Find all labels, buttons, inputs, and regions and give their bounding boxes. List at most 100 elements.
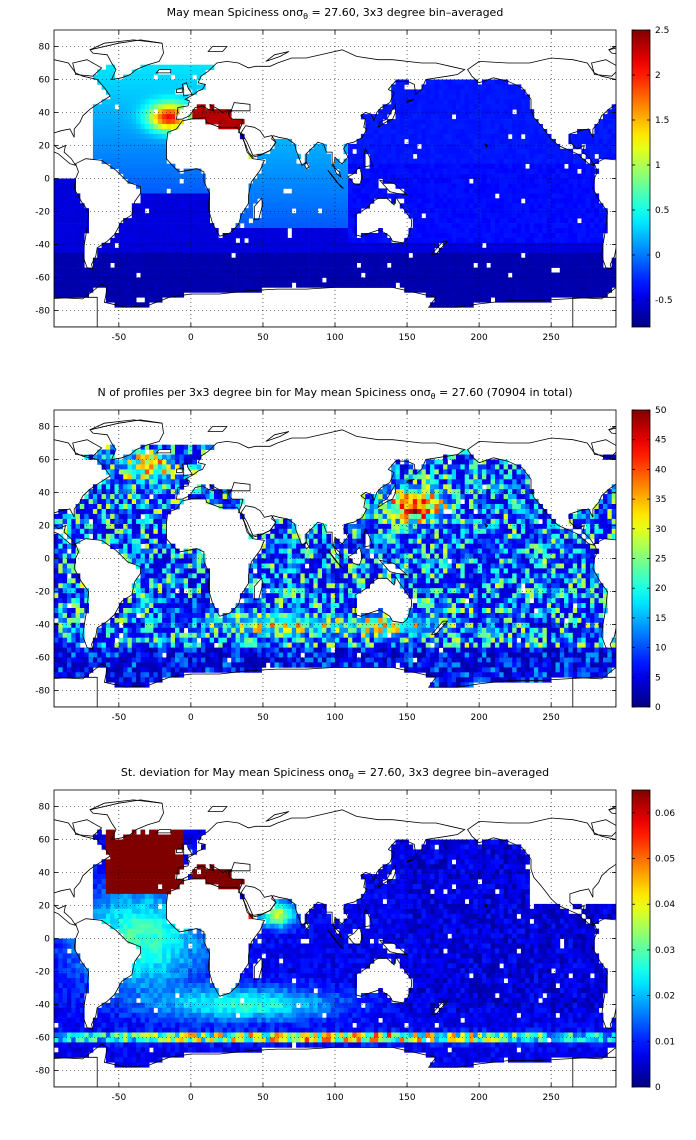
bin-cell xyxy=(564,228,569,234)
bin-cell xyxy=(166,292,172,298)
bin-cell xyxy=(127,114,133,120)
bin-cell xyxy=(192,287,197,293)
bin-cell xyxy=(607,267,613,273)
bin-cell xyxy=(252,267,258,273)
bin-cell xyxy=(127,454,133,460)
bin-cell xyxy=(62,247,68,254)
bin-cell xyxy=(525,228,530,234)
bin-cell xyxy=(421,252,427,259)
bin-cell xyxy=(226,504,232,510)
bin-cell xyxy=(131,233,137,239)
bin-cell xyxy=(157,138,163,145)
bin-cell xyxy=(183,233,189,239)
bin-cell xyxy=(149,198,154,204)
bin-cell xyxy=(495,474,500,480)
bin-cell xyxy=(58,292,63,298)
bin-cell xyxy=(464,282,470,288)
bin-cell xyxy=(482,203,487,209)
bin-cell xyxy=(520,262,526,268)
bin-cell xyxy=(486,203,491,209)
bin-cell xyxy=(58,237,63,244)
bin-cell xyxy=(538,158,543,164)
bin-cell xyxy=(166,267,172,273)
bin-cell xyxy=(335,218,340,224)
bin-cell xyxy=(425,233,431,239)
bin-cell xyxy=(175,233,180,239)
bin-cell xyxy=(572,138,578,145)
bin-cell xyxy=(516,233,522,239)
bin-cell xyxy=(477,237,483,244)
bin-cell xyxy=(348,277,353,283)
bin-cell xyxy=(62,277,68,283)
bin-cell xyxy=(365,277,370,283)
bin-cell xyxy=(149,168,154,174)
bin-cell xyxy=(201,257,206,263)
bin-cell xyxy=(71,198,76,204)
bin-cell xyxy=(391,173,396,179)
bin-cell xyxy=(507,153,513,160)
bin-cell xyxy=(473,469,478,475)
bin-cell xyxy=(408,494,414,500)
bin-cell xyxy=(201,198,206,204)
bin-cell xyxy=(460,158,466,164)
bin-cell xyxy=(101,109,107,115)
bin-cell xyxy=(503,188,509,194)
bin-cell xyxy=(149,449,154,455)
bin-cell xyxy=(443,292,448,298)
bin-cell xyxy=(486,84,491,90)
bin-cell xyxy=(373,153,379,160)
bin-cell xyxy=(408,509,414,515)
bin-cell xyxy=(144,277,150,283)
bin-cell xyxy=(326,228,332,234)
bin-cell xyxy=(460,143,466,150)
bin-cell xyxy=(430,153,435,160)
bin-cell xyxy=(542,173,548,179)
bin-cell xyxy=(231,287,236,293)
bin-cell xyxy=(201,252,206,259)
bin-cell xyxy=(309,173,314,179)
bin-cell xyxy=(443,124,448,130)
bin-cell xyxy=(585,252,591,259)
bin-cell xyxy=(201,109,206,115)
bin-cell xyxy=(542,193,548,199)
bin-cell xyxy=(201,484,206,490)
bin-cell xyxy=(490,158,496,164)
coastline-sri-lanka xyxy=(304,161,310,170)
bin-cell xyxy=(149,228,154,234)
bin-cell xyxy=(520,138,526,145)
bin-cell xyxy=(611,489,616,495)
bin-cell xyxy=(520,218,526,224)
bin-cell xyxy=(473,459,478,465)
bin-cell xyxy=(322,233,327,239)
bin-cell xyxy=(114,287,120,293)
bin-cell xyxy=(214,247,219,254)
bin-cell xyxy=(226,119,232,125)
bin-cell xyxy=(538,267,543,273)
bin-cell xyxy=(386,143,392,150)
bin-cell xyxy=(391,282,396,288)
bin-cell xyxy=(188,188,193,194)
bin-cell xyxy=(507,233,513,239)
bin-cell xyxy=(75,233,81,239)
bin-cell xyxy=(538,504,543,510)
bin-cell xyxy=(313,237,319,244)
bin-cell xyxy=(179,69,185,75)
bin-cell xyxy=(283,267,288,273)
bin-cell xyxy=(516,504,522,510)
bin-cell xyxy=(153,509,159,515)
bin-cell xyxy=(97,484,102,490)
bin-cell xyxy=(460,119,466,125)
bin-cell xyxy=(412,237,418,244)
bin-cell xyxy=(477,158,483,164)
bin-cell xyxy=(118,89,124,95)
bin-cell xyxy=(365,114,370,120)
bin-cell xyxy=(153,183,159,189)
bin-cell xyxy=(417,173,422,179)
bin-cell xyxy=(607,129,613,135)
bin-cell xyxy=(477,198,483,204)
bin-cell xyxy=(296,188,301,194)
bin-cell xyxy=(274,203,280,209)
bin-cell xyxy=(92,114,98,120)
bin-cell xyxy=(149,153,154,160)
bin-cell xyxy=(101,79,107,85)
